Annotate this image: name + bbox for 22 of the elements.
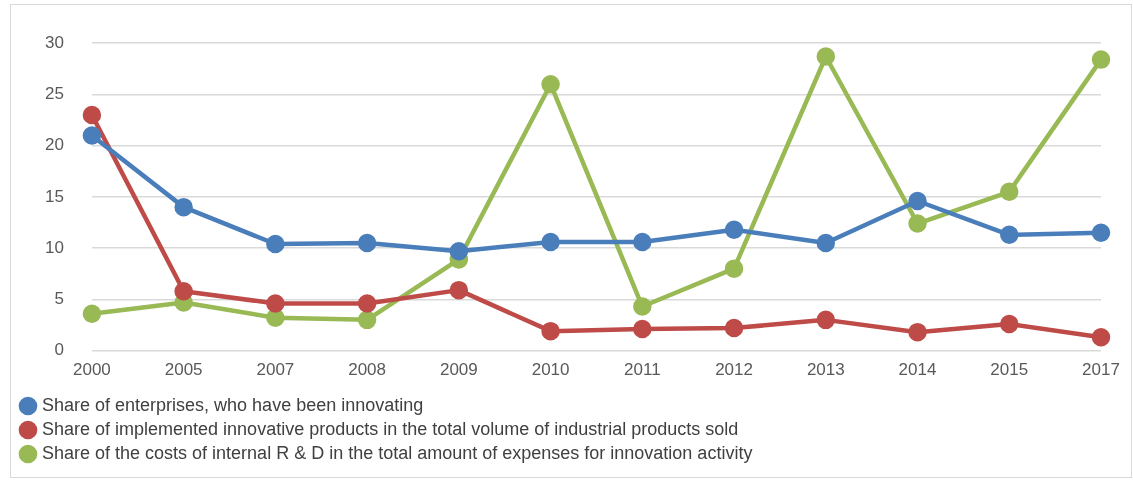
y-tick-label: 0	[54, 340, 64, 360]
x-tick-label: 2012	[715, 360, 753, 380]
y-tick-label: 5	[54, 289, 64, 309]
x-tick-label: 2010	[531, 360, 570, 380]
x-tick-label: 2017	[1082, 360, 1120, 380]
x-tick-label: 2013	[806, 360, 845, 380]
x-tick-label: 2005	[164, 360, 203, 380]
x-tick-label: 2014	[898, 360, 937, 380]
x-tick-label: 2015	[990, 360, 1029, 380]
legend-label: Share of the costs of internal R & D in the total amount of expenses for innovation activity	[42, 442, 753, 463]
legend-label: Share of enterprises, who have been innovating	[42, 394, 424, 415]
y-tick-label: 20	[44, 135, 64, 155]
x-tick-label: 2000	[73, 360, 111, 380]
x-tick-label: 2009	[439, 360, 478, 380]
legend-label: Share of implemented innovative products in the total volume of industrial products sold	[42, 418, 739, 439]
y-tick-label: 25	[44, 84, 64, 104]
y-tick-label: 15	[44, 186, 64, 206]
x-tick-label: 2008	[348, 360, 387, 380]
y-tick-label: 30	[44, 32, 64, 52]
y-tick-label: 10	[44, 237, 64, 257]
x-tick-label: 2007	[256, 360, 295, 380]
x-tick-label: 2011	[624, 360, 661, 380]
